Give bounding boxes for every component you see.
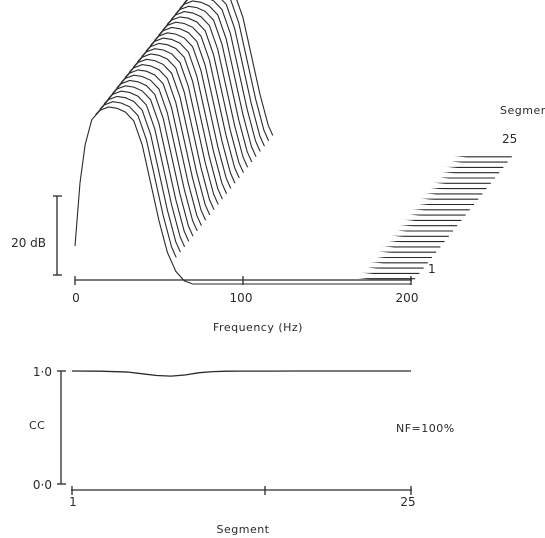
x-tick-label-200: 200 [396,291,419,305]
x-tick-label-0: 0 [72,291,80,305]
x-tick-label-100: 100 [230,291,253,305]
cc-annotation: NF=100% [396,422,455,435]
cc-x-axis-title: Segment [217,523,270,536]
depth-axis-title: Segment [500,104,545,117]
spectrum-trace-segment-1 [74,106,411,285]
cc-panel: 1·0 0·0 CC 1 25 Segment NF=100% [29,365,455,536]
cc-x-tick-label-1: 1 [69,495,77,509]
cc-series-line [71,370,411,377]
cc-y-axis-title: CC [29,419,45,432]
scale-bar-label: 20 dB [11,236,46,250]
depth-label-last: 25 [502,132,517,146]
cc-y-tick-label-1: 1·0 [33,365,52,379]
depth-label-first: 1 [428,262,436,276]
spectrum-traces [74,0,512,285]
cc-y-tick-label-0: 0·0 [33,478,52,492]
cc-x-tick-label-25: 25 [400,495,415,509]
x-axis-title: Frequency (Hz) [213,321,303,334]
waterfall-panel: 20 dB 0 100 200 Frequency (Hz) Segment 2… [11,0,545,334]
